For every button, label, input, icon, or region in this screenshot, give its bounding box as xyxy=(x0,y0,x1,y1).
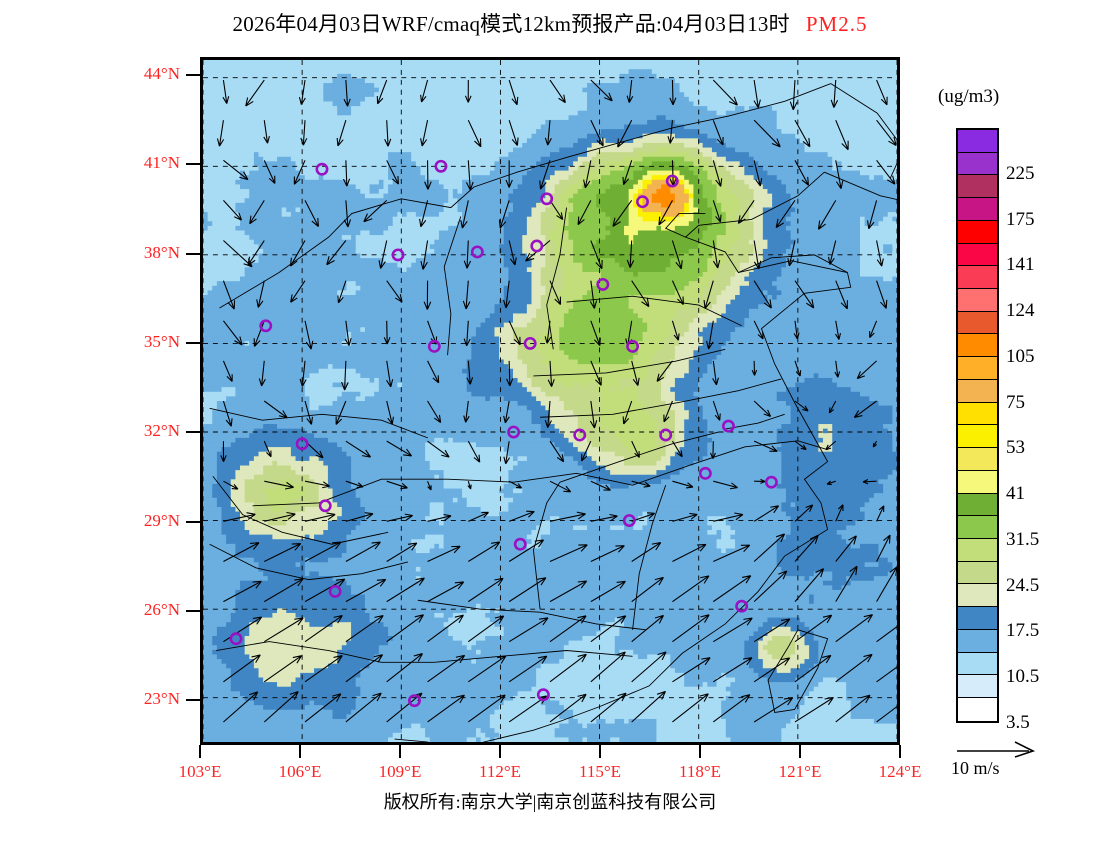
colorbar-cell-22 xyxy=(958,629,997,653)
lon-label-103°E: 103°E xyxy=(178,762,222,781)
colorbar-cell-1 xyxy=(958,152,997,176)
colorbar-cell-0 xyxy=(958,130,997,153)
lon-label-106°E: 106°E xyxy=(278,762,322,781)
colorbar-cell-7 xyxy=(958,289,997,312)
wind-arrow-icon xyxy=(957,741,1036,758)
copyright-footer: 版权所有:南京大学|南京创蓝科技有限公司 xyxy=(383,792,717,812)
lon-tick xyxy=(699,745,701,758)
lon-tick xyxy=(499,745,501,758)
lat-tick xyxy=(186,252,200,255)
colorbar-label-3.5: 3.5 xyxy=(1006,712,1030,733)
lat-tick xyxy=(186,163,200,166)
colorbar-cell-2 xyxy=(958,175,997,199)
colorbar-cell-11 xyxy=(958,379,997,403)
lon-label-118°E: 118°E xyxy=(678,762,722,781)
colorbar-label-24.5: 24.5 xyxy=(1006,574,1040,596)
colorbar-cell-17 xyxy=(958,516,997,539)
lon-tick xyxy=(599,745,601,758)
lon-tick xyxy=(399,745,401,758)
lat-label-32°N: 32°N xyxy=(143,421,180,441)
colorbar-cell-16 xyxy=(958,493,997,517)
lat-label-35°N: 35°N xyxy=(143,331,180,351)
chart-title: 2026年04月03日WRF/cmaq模式12km预报产品:04月03日13时 P… xyxy=(0,8,1100,38)
lat-tick xyxy=(186,341,200,344)
lat-tick xyxy=(186,520,200,523)
colorbar-cell-8 xyxy=(958,311,997,335)
colorbar-cell-20 xyxy=(958,584,997,608)
colorbar-cell-24 xyxy=(958,675,997,698)
title-species-label: PM2.5 xyxy=(805,12,868,36)
colorbar-cell-14 xyxy=(958,448,997,471)
lat-label-41°N: 41°N xyxy=(143,153,180,173)
colorbar-cell-6 xyxy=(958,266,997,290)
wind-scale-legend: 10 m/s xyxy=(951,740,1075,778)
colorbar-cell-21 xyxy=(958,607,997,630)
pm25-concentration-map xyxy=(203,60,897,742)
lon-label-115°E: 115°E xyxy=(578,762,622,781)
colorbar-cell-15 xyxy=(958,470,997,494)
colorbar-cell-23 xyxy=(958,652,997,676)
wind-legend-label: 10 m/s xyxy=(951,758,1000,778)
colorbar-cell-12 xyxy=(958,402,997,426)
lon-tick xyxy=(799,745,801,758)
lon-tick xyxy=(899,745,901,758)
lon-label-109°E: 109°E xyxy=(378,762,422,781)
lat-label-44°N: 44°N xyxy=(143,63,180,83)
colorbar-cell-4 xyxy=(958,220,997,244)
lat-tick xyxy=(186,73,200,76)
pm25-colorbar[interactable] xyxy=(956,128,999,723)
lat-tick xyxy=(186,431,200,434)
station-marker-layer xyxy=(229,159,778,708)
colorbar-label-10.5: 10.5 xyxy=(1006,666,1040,688)
colorbar-cell-19 xyxy=(958,561,997,585)
colorbar-label-175: 175 xyxy=(1006,208,1035,230)
lat-label-38°N: 38°N xyxy=(143,242,180,262)
lat-label-23°N: 23°N xyxy=(143,689,180,709)
colorbar-label-17.5: 17.5 xyxy=(1006,620,1040,642)
colorbar-cell-13 xyxy=(958,425,997,449)
lat-tick xyxy=(186,699,200,702)
lon-label-112°E: 112°E xyxy=(478,762,522,781)
colorbar-units-label: (ug/m3) xyxy=(938,86,1000,107)
colorbar-cell-10 xyxy=(958,357,997,380)
lon-tick xyxy=(199,745,201,758)
lat-label-29°N: 29°N xyxy=(143,510,180,530)
lon-label-124°E: 124°E xyxy=(878,762,922,781)
colorbar-label-75: 75 xyxy=(1006,391,1025,413)
map-plot-area[interactable] xyxy=(200,57,900,745)
colorbar-label-141: 141 xyxy=(1006,254,1035,276)
graticule-layer xyxy=(203,60,897,742)
lat-label-26°N: 26°N xyxy=(143,599,180,619)
colorbar-label-53: 53 xyxy=(1006,437,1025,459)
colorbar-label-124: 124 xyxy=(1006,300,1035,322)
wind-vector-layer xyxy=(216,79,897,723)
title-main-text: 2026年04月03日WRF/cmaq模式12km预报产品:04月03日13时 xyxy=(232,12,790,36)
colorbar-cell-9 xyxy=(958,334,997,358)
colorbar-cell-5 xyxy=(958,243,997,267)
colorbar-label-225: 225 xyxy=(1006,162,1035,184)
colorbar-label-31.5: 31.5 xyxy=(1006,528,1040,550)
colorbar-cell-25 xyxy=(958,697,997,721)
colorbar-cell-3 xyxy=(958,198,997,221)
colorbar-label-41: 41 xyxy=(1006,483,1025,505)
lon-label-121°E: 121°E xyxy=(778,762,822,781)
colorbar-cell-18 xyxy=(958,538,997,562)
lon-tick xyxy=(299,745,301,758)
lat-tick xyxy=(186,609,200,612)
colorbar-label-105: 105 xyxy=(1006,345,1035,367)
